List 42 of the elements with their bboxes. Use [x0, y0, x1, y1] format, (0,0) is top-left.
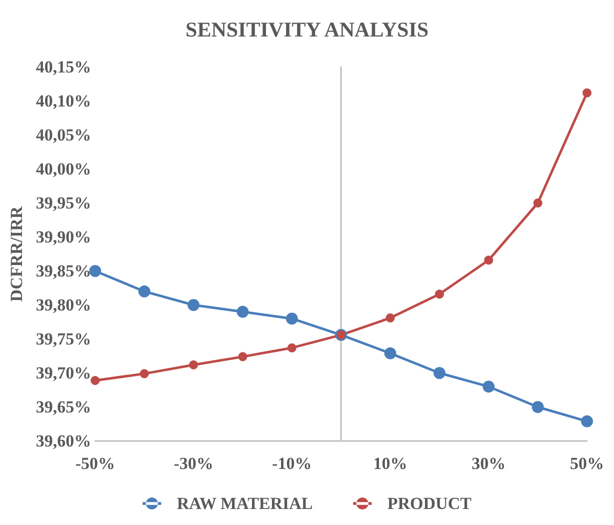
point	[140, 369, 149, 378]
y-tick-label: 39,80%	[36, 296, 92, 314]
point	[434, 290, 444, 299]
y-axis-title: DCFRR/IRR	[7, 206, 26, 302]
point	[90, 376, 100, 385]
point	[188, 299, 200, 311]
x-tick-label: 10%	[373, 454, 408, 473]
x-tick-label: 50%	[570, 454, 604, 473]
point	[532, 401, 544, 413]
y-tick-label: 40,00%	[36, 160, 92, 178]
point	[138, 285, 150, 298]
y-tick-label: 39,95%	[36, 194, 92, 212]
y-tick-label: 39,70%	[36, 364, 92, 382]
chart-title: SENSITIVITY ANALYSIS	[186, 18, 428, 42]
x-tick-label: -10%	[272, 454, 312, 473]
legend-label: RAW MATERIAL	[176, 494, 313, 513]
y-tick-label: 39,90%	[36, 228, 92, 246]
y-tick-label: 40,15%	[36, 58, 92, 76]
point	[89, 265, 102, 277]
y-tick-label: 39,75%	[36, 330, 92, 348]
y-tick-label: 39,85%	[36, 262, 92, 280]
point	[484, 256, 494, 265]
y-tick-label: 40,10%	[36, 92, 92, 110]
point	[433, 367, 446, 379]
y-tick-label: 39,60%	[36, 432, 92, 450]
x-tick-label: -30%	[174, 454, 214, 473]
point	[384, 347, 396, 360]
y-tick-label: 40,05%	[36, 126, 92, 144]
point	[287, 343, 296, 352]
point	[238, 352, 248, 362]
x-tick-label: 30%	[472, 454, 506, 473]
point	[582, 88, 592, 98]
y-tick-label: 39,65%	[36, 398, 92, 416]
point	[286, 312, 298, 325]
point	[581, 415, 593, 428]
point	[236, 306, 249, 318]
point	[482, 380, 495, 393]
x-tick-label: -50%	[75, 454, 115, 473]
legend-label: PRODUCT	[387, 494, 472, 513]
point	[386, 313, 395, 322]
point	[189, 360, 198, 370]
point	[533, 198, 542, 208]
